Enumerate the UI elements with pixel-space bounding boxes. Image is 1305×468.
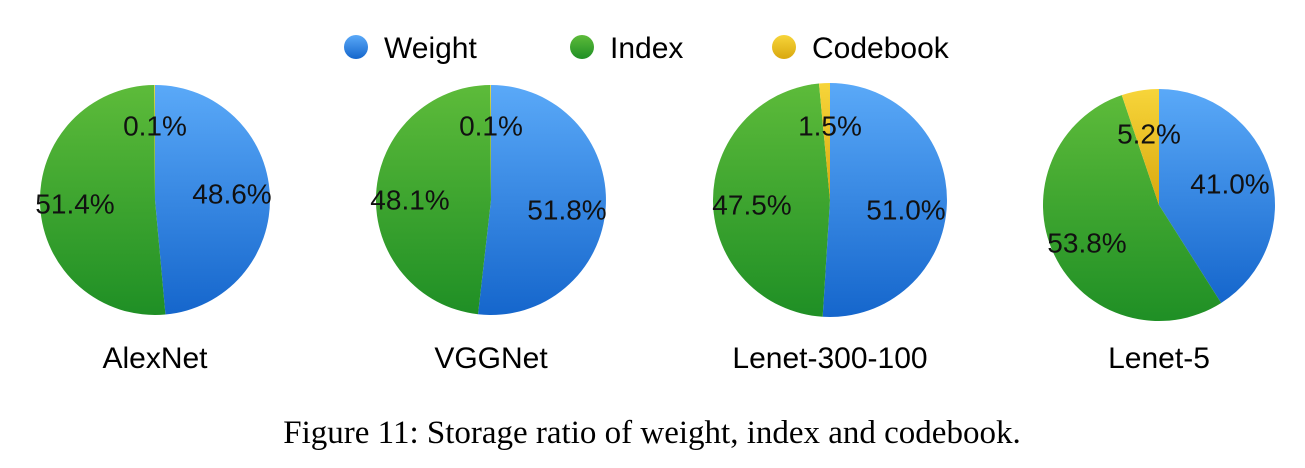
pie-lenet-5: 41.0% 53.8% 5.2% Lenet-5 xyxy=(1042,89,1276,375)
legend-label-index: Index xyxy=(610,32,683,65)
pie-vggnet: 51.8% 48.1% 0.1% VGGNet xyxy=(370,84,607,375)
figure-caption: Figure 11: Storage ratio of weight, inde… xyxy=(283,415,1020,451)
slice-label-lenet-300-100-weight: 51.0% xyxy=(866,194,945,225)
slice-label-alexnet-weight: 48.6% xyxy=(192,178,271,209)
legend-label-codebook: Codebook xyxy=(812,32,950,65)
chart-title-lenet-5: Lenet-5 xyxy=(1108,342,1210,375)
pie-slice-lenet-300-100-codebook xyxy=(818,83,830,200)
pie-slice-vggnet-index xyxy=(375,85,491,315)
pie-slice-lenet-300-100-index xyxy=(712,83,830,317)
pie-alexnet: 48.6% 51.4% 0.1% AlexNet xyxy=(35,84,272,375)
slice-label-alexnet-codebook: 0.1% xyxy=(123,110,187,141)
slice-label-vggnet-codebook: 0.1% xyxy=(459,110,523,141)
slice-label-lenet-300-100-codebook: 1.5% xyxy=(798,110,862,141)
pie-lenet-300-100: 51.0% 47.5% 1.5% Lenet-300-100 xyxy=(712,83,947,375)
pie-slice-lenet-300-100-weight xyxy=(822,83,947,317)
legend-marker-index xyxy=(570,35,594,59)
slice-label-lenet-5-codebook: 5.2% xyxy=(1117,118,1181,149)
pie-slice-lenet-5-index xyxy=(1042,95,1222,322)
pie-slice-lenet-5-codebook xyxy=(1121,89,1159,205)
chart-title-vggnet: VGGNet xyxy=(434,342,548,375)
slice-label-lenet-5-index: 53.8% xyxy=(1047,227,1126,258)
pie-slice-alexnet-weight xyxy=(155,85,270,315)
legend: Weight Index Codebook xyxy=(344,32,950,65)
legend-marker-codebook xyxy=(772,35,796,59)
pie-slice-vggnet-codebook xyxy=(490,84,491,200)
chart-title-alexnet: AlexNet xyxy=(102,342,208,375)
pie-slice-lenet-5-weight xyxy=(1159,89,1276,303)
slice-label-vggnet-weight: 51.8% xyxy=(527,194,606,225)
pie-slice-alexnet-index xyxy=(39,85,166,315)
slice-label-vggnet-index: 48.1% xyxy=(370,184,449,215)
chart-title-lenet-300-100: Lenet-300-100 xyxy=(732,342,927,375)
legend-label-weight: Weight xyxy=(384,32,477,65)
slice-label-lenet-5-weight: 41.0% xyxy=(1190,168,1269,199)
pie-slice-vggnet-weight xyxy=(478,85,606,315)
pie-slice-alexnet-codebook xyxy=(154,84,155,200)
slice-label-alexnet-index: 51.4% xyxy=(35,188,114,219)
legend-marker-weight xyxy=(344,35,368,59)
slice-label-lenet-300-100-index: 47.5% xyxy=(712,189,791,220)
pie-charts: 48.6% 51.4% 0.1% AlexNet 51.8% 48.1% 0.1% VGGNe… xyxy=(35,83,1276,375)
